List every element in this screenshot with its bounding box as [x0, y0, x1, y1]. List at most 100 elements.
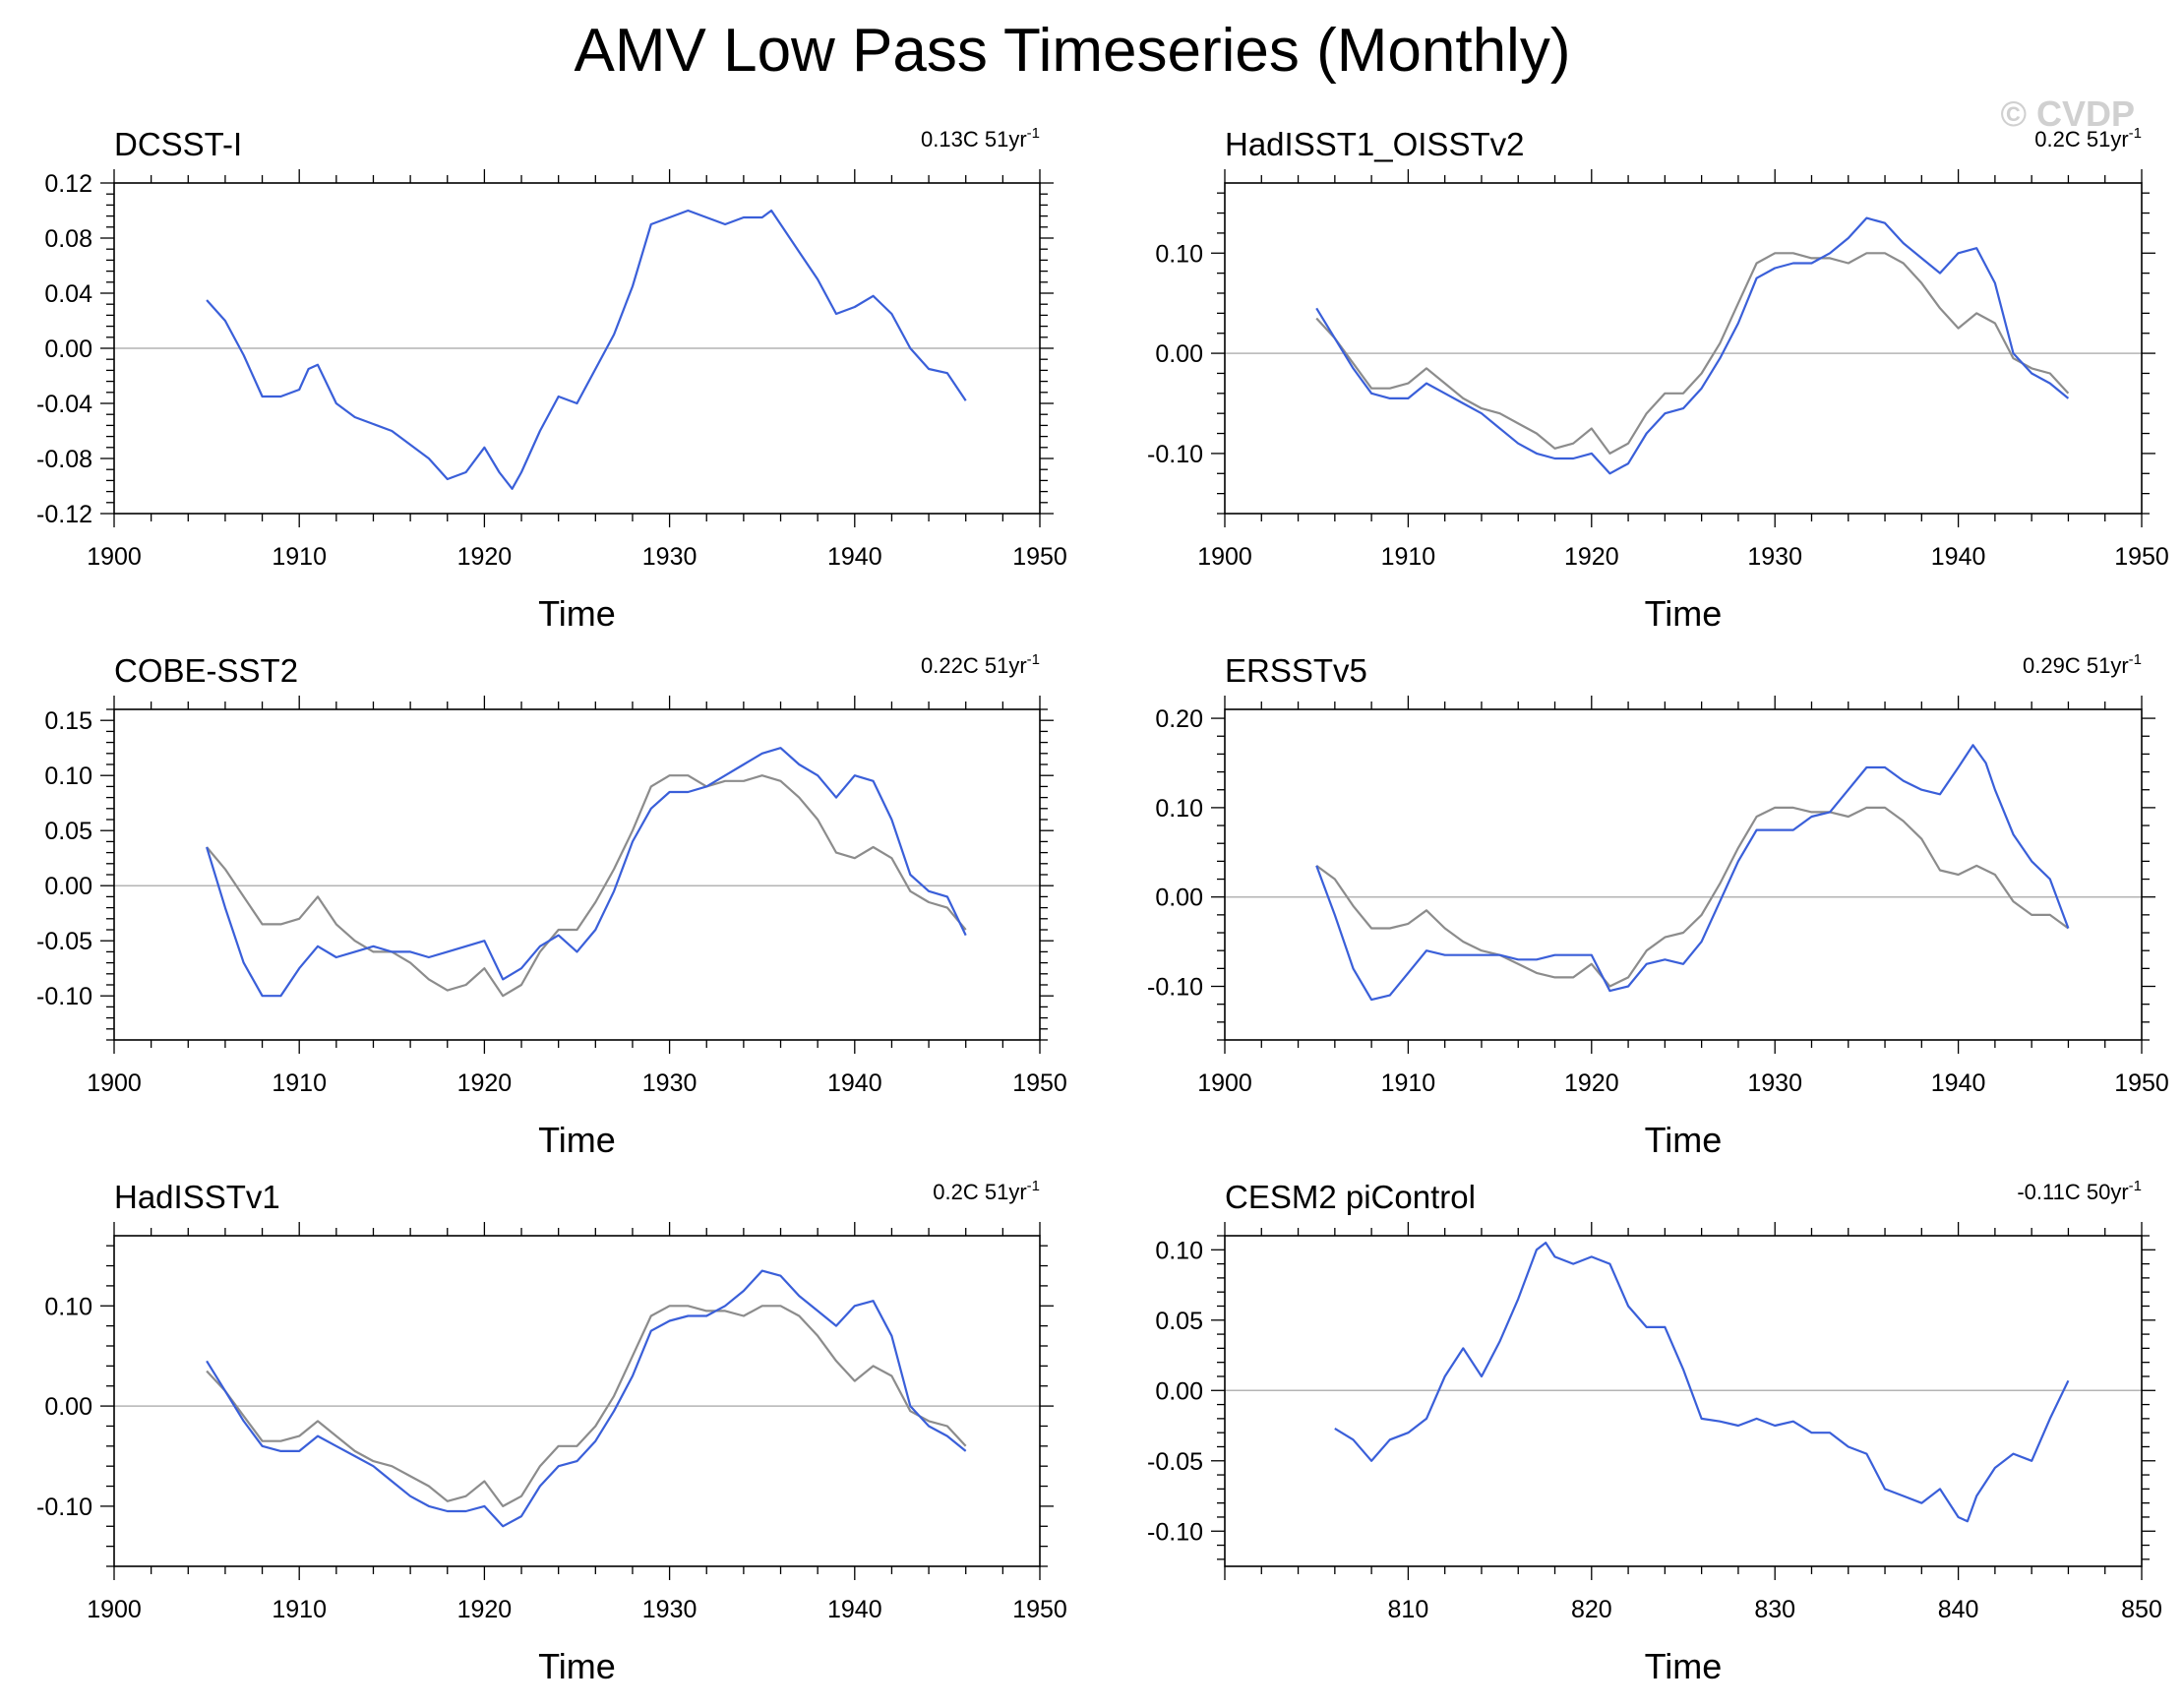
x-axis-label: Time: [1645, 1646, 1723, 1686]
plot-frame: [113, 1235, 1041, 1567]
series-line: [1315, 744, 2070, 1002]
y-tick-label: -0.05: [1147, 1448, 1203, 1476]
x-tick-label: 1930: [642, 1596, 697, 1623]
x-axis-label: Time: [1645, 1120, 1723, 1160]
panel-title: ERSSTv5: [1225, 652, 1367, 689]
y-tick-label: -0.10: [36, 1494, 92, 1521]
chart-panel: 1900 1910 1920 1930 1940 1950 -0.10 -0.05 0.00 0.…: [36, 651, 1067, 1160]
series-line: [206, 774, 967, 998]
y-tick-label: 0.10: [44, 1293, 92, 1320]
x-tick-label: 1920: [457, 1596, 513, 1623]
y-tick-label: -0.04: [36, 391, 92, 418]
series-line: [206, 1305, 967, 1508]
x-tick-label: 840: [1938, 1596, 1979, 1623]
y-tick-label: 0.05: [44, 818, 92, 845]
series-line: [1315, 806, 2070, 988]
y-tick-label: 0.10: [1155, 240, 1203, 268]
y-tick-label: 0.20: [1155, 705, 1203, 733]
panel-title: COBE-SST2: [114, 652, 298, 689]
plot-frame: [1224, 708, 2143, 1041]
x-tick-label: 1900: [1197, 543, 1252, 571]
y-tick-label: 0.08: [44, 225, 92, 253]
panel-trend-exponent: -1: [2129, 651, 2142, 668]
x-tick-label: 810: [1388, 1596, 1429, 1623]
x-tick-label: 1920: [457, 1069, 513, 1097]
x-tick-label: 1930: [642, 543, 697, 571]
watermark: © CVDP: [2000, 93, 2135, 134]
panel-trend-info: 0.2C 51yr-1: [2034, 125, 2142, 152]
x-tick-label: 1940: [827, 543, 882, 571]
panel-trend-exponent: -1: [1027, 1178, 1040, 1194]
x-tick-label: 850: [2121, 1596, 2162, 1623]
y-tick-label: 0.15: [44, 707, 92, 735]
x-axis-label: Time: [1645, 593, 1723, 634]
chart-panel: 1900 1910 1920 1930 1940 1950 -0.12 -0.08 -0.04 0…: [36, 125, 1067, 634]
x-axis-label: Time: [538, 593, 616, 634]
y-tick-label: 0.00: [1155, 884, 1203, 912]
x-tick-label: 1950: [1012, 1596, 1067, 1623]
y-tick-label: -0.10: [1147, 974, 1203, 1002]
y-tick-label: 0.00: [1155, 1377, 1203, 1405]
x-axis-label: Time: [538, 1120, 616, 1160]
x-axis-label: Time: [538, 1646, 616, 1686]
panel-trend-exponent: -1: [2129, 125, 2142, 142]
x-tick-label: 1930: [1747, 543, 1802, 571]
x-tick-label: 1920: [1564, 1069, 1619, 1097]
series-line: [1334, 1241, 2070, 1523]
x-tick-label: 1950: [2114, 1069, 2169, 1097]
x-tick-label: 1910: [272, 1069, 327, 1097]
y-tick-label: 0.00: [44, 1393, 92, 1421]
panel-trend-info: 0.22C 51yr-1: [921, 651, 1040, 678]
panel-trend-exponent: -1: [1027, 651, 1040, 668]
series-line: [206, 747, 967, 998]
panel-title: CESM2 piControl: [1225, 1179, 1476, 1215]
x-tick-label: 1910: [272, 1596, 327, 1623]
panel-trend-info: 0.29C 51yr-1: [2023, 651, 2142, 678]
x-tick-label: 1910: [272, 543, 327, 571]
panel-title: DCSST-I: [114, 126, 242, 162]
panel-trend-info: -0.11C 50yr-1: [2017, 1178, 2142, 1204]
panel-trend-info: 0.2C 51yr-1: [933, 1178, 1040, 1204]
y-tick-label: -0.10: [1147, 441, 1203, 468]
y-tick-label: 0.04: [44, 280, 92, 308]
y-tick-label: 0.12: [44, 170, 92, 198]
chart-panel: 1900 1910 1920 1930 1940 1950 -0.10 0.00 0.10 Had…: [36, 1178, 1067, 1686]
x-tick-label: 1900: [1197, 1069, 1252, 1097]
panel-trend-exponent: -1: [2129, 1178, 2142, 1194]
y-tick-label: -0.12: [36, 501, 92, 528]
x-tick-label: 1900: [87, 1069, 142, 1097]
panel-title: HadISSTv1: [114, 1179, 280, 1215]
x-tick-label: 1930: [642, 1069, 697, 1097]
x-tick-label: 1950: [2114, 543, 2169, 571]
x-tick-label: 830: [1754, 1596, 1795, 1623]
y-tick-label: -0.05: [36, 928, 92, 955]
y-tick-label: 0.10: [1155, 1237, 1203, 1264]
x-tick-label: 1910: [1381, 1069, 1436, 1097]
x-tick-label: 820: [1571, 1596, 1612, 1623]
y-tick-label: 0.10: [44, 762, 92, 790]
x-tick-label: 1900: [87, 543, 142, 571]
panel-trend-info: 0.13C 51yr-1: [921, 125, 1040, 152]
x-tick-label: 1940: [1931, 1069, 1986, 1097]
y-tick-label: -0.10: [36, 983, 92, 1010]
x-tick-label: 1930: [1747, 1069, 1802, 1097]
chart-panel: 810 820 830 840 850 -0.10 -0.05 0.00 0.05 0.10 CES…: [1147, 1178, 2162, 1686]
y-tick-label: 0.05: [1155, 1308, 1203, 1335]
y-tick-label: 0.00: [1155, 340, 1203, 368]
chart-panel: 1900 1910 1920 1930 1940 1950 -0.10 0.00 0.10 Had…: [1147, 125, 2169, 634]
x-tick-label: 1900: [87, 1596, 142, 1623]
y-tick-label: 0.10: [1155, 795, 1203, 823]
x-tick-label: 1920: [457, 543, 513, 571]
plot-frame: [1224, 1235, 2143, 1567]
x-tick-label: 1920: [1564, 543, 1619, 571]
figure-title: AMV Low Pass Timeseries (Monthly): [575, 17, 1571, 85]
x-tick-label: 1910: [1381, 543, 1436, 571]
y-tick-label: 0.00: [44, 336, 92, 363]
y-tick-label: -0.10: [1147, 1518, 1203, 1546]
series-line: [1315, 252, 2070, 455]
plot-frame: [1224, 182, 2143, 515]
panel-trend-exponent: -1: [1027, 125, 1040, 142]
chart-panel: 1900 1910 1920 1930 1940 1950 -0.10 0.00 0.10 0.2…: [1147, 651, 2169, 1160]
panels-grid: 1900 1910 1920 1930 1940 1950 -0.12 -0.08 -0.04 0…: [36, 125, 2169, 1686]
